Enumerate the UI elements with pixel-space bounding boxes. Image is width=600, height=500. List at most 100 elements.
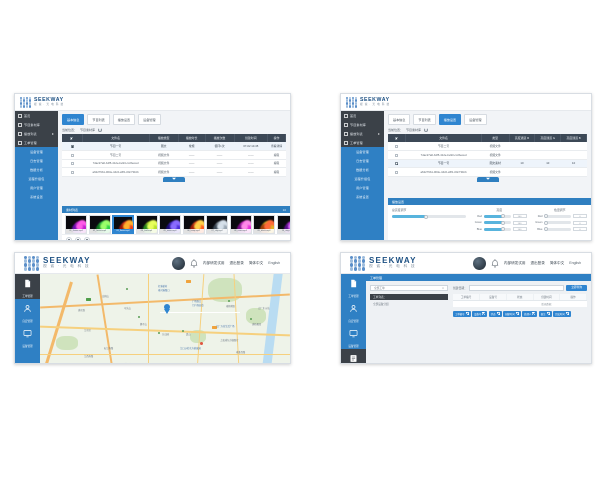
tab-设备管理[interactable]: 设备管理 [464,114,487,125]
iconbar-item-user-icon[interactable]: 自定管理 [15,299,40,324]
chip-checkbox[interactable] [515,312,519,315]
gallery-thumbnail[interactable]: 10_ring.mp4 [276,215,290,234]
nav-link[interactable]: English [569,261,581,265]
sidebar-item-media-icon[interactable]: 节目素材库 [341,120,384,129]
avatar[interactable] [472,256,486,270]
sidebar-item-sub[interactable]: 系统设置 [15,192,58,201]
chip-checkbox[interactable] [532,312,536,315]
sidebar-item-sub[interactable]: 数据分析 [15,165,58,174]
chip-checkbox[interactable] [546,312,550,315]
row-checkbox[interactable] [395,153,399,157]
tab-播放设置[interactable]: 播放设置 [112,114,136,125]
nav-link[interactable]: 退出登录 [229,260,244,265]
play-button[interactable] [66,237,72,240]
row-checkbox[interactable] [70,144,74,148]
map-pin-marker[interactable] [164,304,171,311]
gallery-thumbnail[interactable]: 07_city.mp4 [206,215,228,234]
slider-track[interactable] [484,214,511,218]
table-row[interactable]: 节目二号 视频文件 —— —— —— 编辑 [62,150,286,160]
sidebar-item-sub[interactable]: 远程升级包 [341,174,384,183]
collapse-toggle[interactable] [163,176,185,182]
tab-节目列表[interactable]: 节目列表 [87,114,110,125]
row-checkbox[interactable] [70,170,74,174]
gallery-thumbnail[interactable]: 04_leaf.mp4 [135,215,158,234]
sidebar-item-ticket-icon[interactable]: 工单管理 [15,138,58,147]
gallery-thumbnail[interactable]: 02_forest.mp4 [88,215,111,234]
tree-item[interactable]: 全部设备分组 [373,302,389,306]
table-row[interactable]: 节目二号 视频文件 [388,142,587,151]
date-input[interactable] [469,285,565,291]
sidebar-item-sub[interactable]: 数据分析 [341,165,384,174]
nav-link[interactable]: 内部研发试用 [202,260,225,265]
slider-track[interactable] [484,220,511,225]
tab-基本信息[interactable]: 基本信息 [62,114,85,125]
tab-节目列表[interactable]: 节目列表 [413,114,436,125]
map-canvas[interactable]: 打浦桥村 南河溪路口 白鹤山 马头山 狮子山 广场路口 门户商业街 南翔地区 立厂东川站 江东… [40,274,290,363]
sidebar-item-sub[interactable]: 远程升级包 [15,174,58,183]
tree-item-active[interactable]: 工单列表： [370,293,448,300]
row-checkbox[interactable] [70,153,74,157]
sidebar-item-sub[interactable]: 系统设置 [341,192,384,201]
notification-bell-icon[interactable] [190,258,198,268]
refresh-icon[interactable] [98,128,103,132]
sidebar-item-home-icon[interactable]: 首页 [15,111,58,120]
avatar[interactable] [171,256,185,270]
nav-link[interactable]: 简体中文 [549,260,565,265]
slider-value[interactable]: 100 [512,214,527,218]
iconbar-item-user-icon[interactable]: 自定管理 [341,299,366,324]
select-all-checkbox[interactable] [395,136,399,140]
stop-button[interactable] [84,237,90,240]
table-row[interactable]: 7dac27a6-b4f5-412e-be93-cc2beced 视频文件 —— ——… [62,159,286,168]
sidebar-item-media-icon[interactable]: 节目素材库 [15,120,58,129]
tab-播放设置[interactable]: 播放设置 [438,114,462,125]
tab-设备管理[interactable]: 设备管理 [138,114,161,125]
column-chip[interactable]: 完成时间 [553,310,571,317]
nav-link[interactable]: 内部研发试用 [503,260,526,265]
pause-button[interactable] [75,237,81,240]
table-row[interactable]: 节目一号 图文素材 10 10 10 [388,159,587,168]
gallery-thumbnail[interactable]: 09_block.mp4 [253,215,275,234]
search-button[interactable]: 立即查询 [566,285,587,291]
map-marker-red[interactable] [200,342,203,345]
row-checkbox[interactable] [395,162,399,166]
sidebar-item-playlist-icon[interactable]: 播放列表 [15,129,58,138]
sidebar-item-sub[interactable]: 日志管理 [341,156,384,165]
chip-checkbox[interactable] [482,312,486,315]
column-chip[interactable]: 备注 [538,310,552,317]
nav-link[interactable]: 简体中文 [248,260,264,265]
gallery-thumbnail[interactable]: 05_wave.mp4 [159,215,181,234]
chip-checkbox[interactable] [496,312,500,315]
master-brightness-slider[interactable] [392,214,466,219]
nav-link[interactable]: English [268,261,280,265]
slider-track[interactable] [543,220,571,225]
slider-track[interactable] [543,214,571,218]
gallery-thumbnail[interactable]: 08_neon.mp4 [229,215,252,234]
iconbar-item-monitor-icon[interactable]: 设备管理 [341,324,366,349]
sidebar-item-sub[interactable]: 设备管理 [341,147,384,156]
column-chip[interactable]: 状态 [488,310,502,317]
slider-value[interactable]: 100 [512,227,527,231]
sidebar-item-home-icon[interactable]: 首页 [341,111,384,120]
slider-value[interactable]: 100 [512,220,527,225]
row-checkbox[interactable] [70,162,74,166]
chip-checkbox[interactable] [465,312,469,315]
slider-track[interactable] [484,227,511,231]
iconbar-item-document-icon[interactable]: 工单管理 [341,274,366,299]
column-chip[interactable]: 设备号 [472,310,488,317]
sidebar-item-ticket-icon[interactable]: 工单管理 [341,138,384,147]
refresh-icon[interactable] [424,128,429,132]
gallery-thumbnail[interactable]: 03_flame.mp4 [112,215,134,234]
table-row[interactable]: a62279b1-003e-44c0-a5f1-00c731bb 视频文件 —— ——… [62,167,286,177]
table-row[interactable]: 节目一号 图文 常规 循环1次 07-02 14:45 查看详情 [62,142,286,151]
slider-value[interactable]: 0 [573,227,587,231]
sidebar-item-playlist-icon[interactable]: 播放列表 [341,129,384,138]
iconbar-item-document-icon[interactable]: 工单管理 [15,274,40,299]
column-chip[interactable]: 创建时间 [503,310,521,317]
sidebar-item-sub[interactable]: 用户管理 [341,183,384,192]
slider-value[interactable]: 0 [573,214,587,218]
column-chip[interactable]: 工单编号 [453,310,471,317]
select-all-checkbox[interactable] [70,136,74,140]
slider-track[interactable] [543,227,571,231]
collapse-toggle[interactable] [476,176,499,182]
iconbar-item-list-icon[interactable]: 日志管理 [341,349,366,363]
